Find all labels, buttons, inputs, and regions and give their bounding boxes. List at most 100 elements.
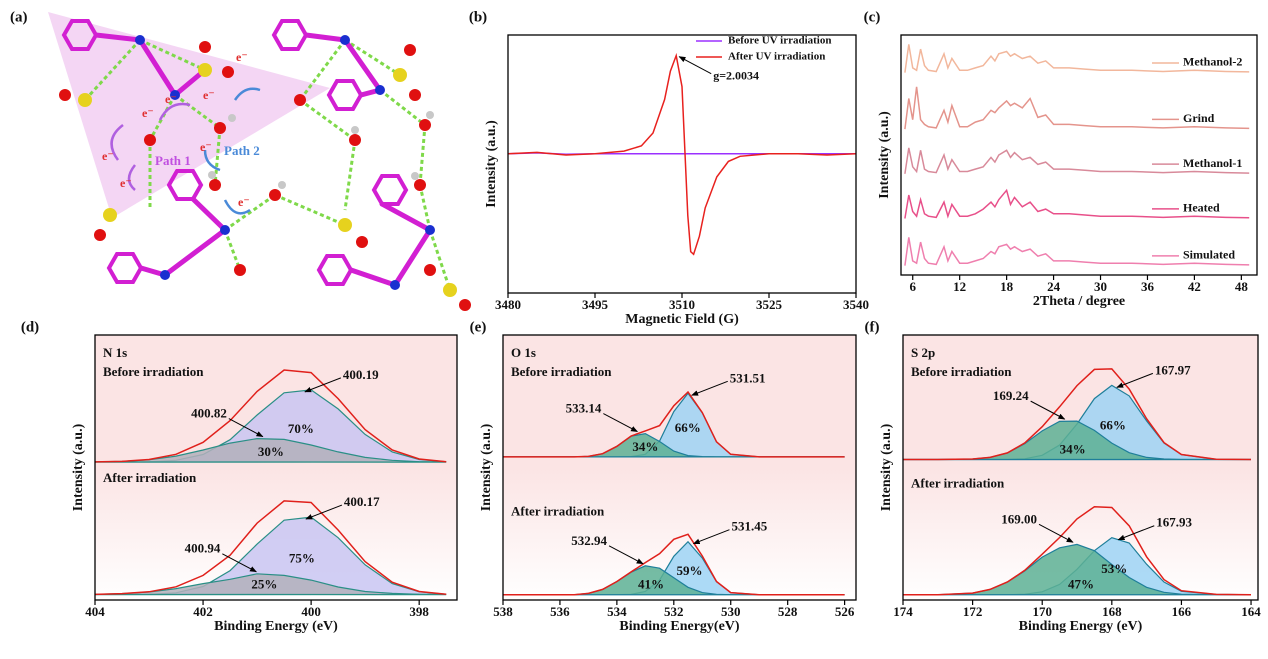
series-label: Simulated — [1183, 248, 1235, 262]
share-label: 53% — [1101, 561, 1127, 576]
chart-panel: (c) 2Theta / degree Intensity (a.u.) 6 12 18 2… — [864, 9, 1258, 309]
x-tick-label: 172 — [963, 604, 983, 619]
share-label: 75% — [289, 551, 315, 566]
x-tick-label: 24 — [1047, 279, 1061, 294]
state-label: After irradiation — [911, 476, 1005, 491]
component-area — [94, 437, 447, 463]
spectrum: After irradiation 531.45 59% 532.94 41% — [503, 503, 845, 596]
line-series — [507, 152, 856, 155]
peak-label: 169.00 — [1001, 511, 1037, 526]
y-axis-title: Intensity (a.u.) — [879, 423, 894, 511]
panel-label: (a) — [10, 9, 28, 25]
peak-label: 400.82 — [191, 406, 227, 421]
envelope — [94, 369, 447, 463]
x-tick-label: 3540 — [843, 297, 869, 312]
molecular-structure: e⁻ e⁻ e⁻ e⁻ e⁻ e⁻ e⁻ e⁻ Path 1 Path 2 (a… — [10, 9, 471, 311]
x-tick-label: 12 — [953, 279, 966, 294]
share-label: 30% — [258, 444, 284, 459]
line-series — [904, 86, 1250, 130]
x-tick-label: 398 — [409, 604, 429, 619]
peak-arrow — [1116, 372, 1154, 388]
x-tick-label: 48 — [1235, 279, 1249, 294]
share-label: 41% — [638, 577, 664, 592]
x-tick-label: 18 — [1000, 279, 1014, 294]
x-tick-label: 42 — [1188, 279, 1201, 294]
x-axis-title: Binding Energy (eV) — [214, 619, 338, 634]
spectrum: Before irradiation S 2p 167.97 66% 169.24 34% — [903, 345, 1252, 461]
x-tick-label: 530 — [721, 604, 741, 619]
y-axis-title: Intensity (a.u.) — [479, 423, 494, 511]
plot-frame — [900, 34, 1258, 276]
share-label: 70% — [288, 421, 314, 436]
electron-label: e⁻ — [120, 176, 132, 190]
envelope — [94, 500, 447, 596]
peak-label: 400.94 — [185, 541, 221, 556]
plot-frame — [502, 334, 857, 601]
core-level-title: S 2p — [911, 345, 935, 360]
x-tick-label: 538 — [493, 604, 513, 619]
x-axis-title: Binding Energy(eV) — [619, 619, 740, 634]
series-label: Methanol-1 — [1183, 156, 1242, 170]
x-tick-label: 30 — [1094, 279, 1107, 294]
line-series — [904, 147, 1250, 174]
line-series — [904, 237, 1250, 266]
x-axis-title: Binding Energy (eV) — [1019, 619, 1143, 634]
line-series — [904, 44, 1250, 73]
peak-label: 167.93 — [1156, 515, 1192, 530]
plot-frame — [507, 34, 857, 294]
x-tick-label: 174 — [893, 604, 913, 619]
panel-label: (f) — [865, 319, 880, 335]
chart-panel: (b) Magnetic Field (G) Intensity (a.u.) 348… — [469, 9, 869, 327]
envelope — [903, 368, 1252, 461]
share-label: 59% — [676, 563, 702, 578]
peak-label: 400.17 — [344, 494, 380, 509]
electron-paths — [110, 87, 261, 215]
x-tick-label: 3480 — [495, 297, 521, 312]
share-label: 66% — [675, 420, 701, 435]
peak-arrow — [1038, 523, 1074, 543]
electron-label: e⁻ — [165, 92, 177, 106]
x-tick-label: 400 — [301, 604, 321, 619]
chart-panel: (f) Binding Energy (eV) Intensity (a.u.) 17… — [865, 319, 1262, 634]
x-tick-label: 168 — [1102, 604, 1122, 619]
atoms — [59, 35, 471, 311]
state-label: Before irradiation — [911, 364, 1012, 379]
series-label: Heated — [1183, 201, 1220, 215]
state-label: Before irradiation — [103, 364, 204, 379]
path-2-label: Path 2 — [224, 143, 260, 158]
electron-label: e⁻ — [142, 106, 154, 120]
share-label: 34% — [632, 439, 658, 454]
envelope — [903, 505, 1252, 596]
peak-arrow — [608, 545, 644, 565]
share-label: 34% — [1060, 442, 1086, 457]
series-label: Methanol-2 — [1183, 55, 1242, 69]
x-tick-label: 3495 — [582, 297, 609, 312]
electron-labels: e⁻ e⁻ e⁻ e⁻ e⁻ e⁻ e⁻ e⁻ Path 1 Path 2 — [102, 50, 260, 209]
x-axis-title: 2Theta / degree — [1033, 294, 1125, 309]
x-tick-label: 36 — [1141, 279, 1155, 294]
x-tick-label: 3525 — [756, 297, 783, 312]
peak-label: 169.24 — [993, 388, 1029, 403]
x-tick-label: 536 — [550, 604, 570, 619]
state-label: After irradiation — [511, 503, 605, 518]
x-tick-label: 528 — [778, 604, 798, 619]
line-series — [904, 188, 1250, 219]
chart-panel: (d) Binding Energy (eV) Intensity (a.u.) 40… — [21, 319, 458, 634]
peak-arrow — [305, 504, 343, 520]
panel-label: (e) — [470, 319, 487, 335]
path-1-label: Path 1 — [155, 153, 191, 168]
envelope — [503, 390, 845, 458]
peak-label: 531.45 — [731, 519, 767, 534]
electron-label: e⁻ — [200, 140, 212, 154]
peak-label: 531.51 — [730, 370, 766, 385]
x-tick-label: 164 — [1241, 604, 1261, 619]
peak-arrow — [1030, 400, 1066, 420]
electron-label: e⁻ — [203, 88, 215, 102]
peak-arrow — [304, 377, 342, 393]
y-axis-title: Intensity (a.u.) — [484, 120, 499, 208]
x-tick-label: 532 — [664, 604, 684, 619]
x-tick-label: 402 — [193, 604, 213, 619]
x-tick-label: 534 — [607, 604, 627, 619]
series-label: Grind — [1183, 111, 1215, 125]
